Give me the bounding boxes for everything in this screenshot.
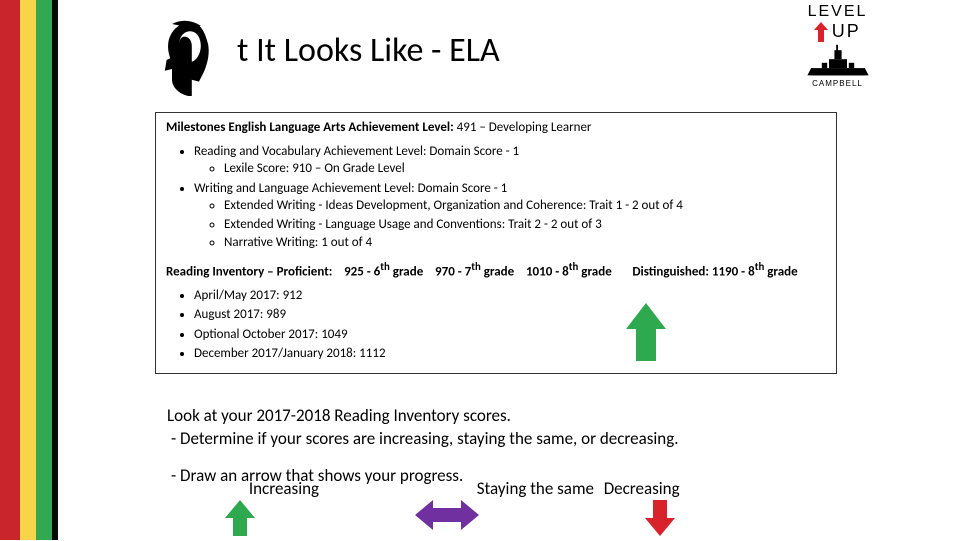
milestones-header: Milestones English Language Arts Achieve… bbox=[166, 119, 826, 137]
content-area: LEVEL UP CAMPBELL t It Looks Like - ELA … bbox=[155, 0, 930, 540]
ri-dist: Distinguished: 1190 - 8 bbox=[632, 264, 754, 279]
ship-icon bbox=[798, 43, 878, 79]
milestones-label: Milestones English Language Arts Achieve… bbox=[166, 120, 454, 135]
box-green-arrow bbox=[626, 303, 666, 367]
lexile-score: Lexile Score: 910 – On Grade Level bbox=[224, 160, 826, 178]
arrow-up-icon bbox=[626, 303, 666, 361]
spartan-logo-icon bbox=[145, 15, 235, 105]
date-3: Optional October 2017: 1049 bbox=[194, 326, 826, 344]
instructions: Look at your 2017-2018 Reading Inventory… bbox=[167, 405, 867, 488]
arrow-down-red-icon bbox=[645, 500, 675, 536]
levelup-line2: UP bbox=[832, 21, 861, 41]
date-1: April/May 2017: 912 bbox=[194, 287, 826, 305]
data-box: Milestones English Language Arts Achieve… bbox=[155, 112, 837, 374]
arrow-up-green-icon bbox=[225, 500, 255, 536]
label-same: Staying the same bbox=[477, 478, 594, 499]
stripe-black bbox=[52, 0, 58, 540]
stripe-red bbox=[0, 0, 20, 540]
arrow-leftright-purple-icon bbox=[415, 500, 479, 530]
reading-vocab-label: Reading and Vocabulary Achievement Level… bbox=[194, 144, 519, 159]
ri-7-val: 970 - 7 bbox=[435, 264, 471, 279]
writing-lang-label: Writing and Language Achievement Level: … bbox=[194, 181, 507, 196]
levelup-arrow-icon bbox=[814, 22, 828, 42]
level-up-logo: LEVEL UP CAMPBELL bbox=[785, 3, 890, 93]
arrow-same bbox=[415, 500, 479, 535]
stripe-yellow bbox=[20, 0, 36, 540]
bullet-reading-vocab: Reading and Vocabulary Achievement Level… bbox=[194, 143, 826, 178]
ri-7-suf: grade bbox=[481, 264, 514, 279]
arrows-row: Increasing Staying the same Decreasing bbox=[185, 478, 885, 499]
trait1: Extended Writing - Ideas Development, Or… bbox=[224, 197, 826, 215]
reading-inventory-line: Reading Inventory – Proficient: 925 - 6t… bbox=[166, 260, 826, 281]
ri-6-suf: grade bbox=[390, 264, 423, 279]
left-stripes bbox=[0, 0, 58, 540]
ri-8-val: 1010 - 8 bbox=[526, 264, 569, 279]
narrative: Narrative Writing: 1 out of 4 bbox=[224, 234, 826, 252]
ri-dist-suf: grade bbox=[764, 264, 797, 279]
label-decreasing: Decreasing bbox=[604, 478, 680, 499]
label-increasing: Increasing bbox=[249, 478, 319, 499]
page-title: t It Looks Like - ELA bbox=[237, 30, 500, 71]
trait2: Extended Writing - Language Usage and Co… bbox=[224, 216, 826, 234]
instr-line2: - Determine if your scores are increasin… bbox=[167, 428, 867, 451]
date-2: August 2017: 989 bbox=[194, 306, 826, 324]
instr-line1: Look at your 2017-2018 Reading Inventory… bbox=[167, 405, 867, 428]
levelup-sub: CAMPBELL bbox=[785, 79, 890, 88]
ri-8-suf: grade bbox=[578, 264, 611, 279]
levelup-line1: LEVEL bbox=[785, 3, 890, 21]
stripe-green bbox=[36, 0, 52, 540]
milestones-value: 491 – Developing Learner bbox=[454, 120, 592, 135]
arrow-decreasing bbox=[645, 500, 675, 541]
bullet-writing-lang: Writing and Language Achievement Level: … bbox=[194, 180, 826, 252]
arrow-increasing bbox=[225, 500, 255, 541]
ri-6-val: 925 - 6 bbox=[344, 264, 380, 279]
ri-label: Reading Inventory – Proficient: bbox=[166, 264, 332, 279]
date-4: December 2017/January 2018: 1112 bbox=[194, 345, 826, 363]
